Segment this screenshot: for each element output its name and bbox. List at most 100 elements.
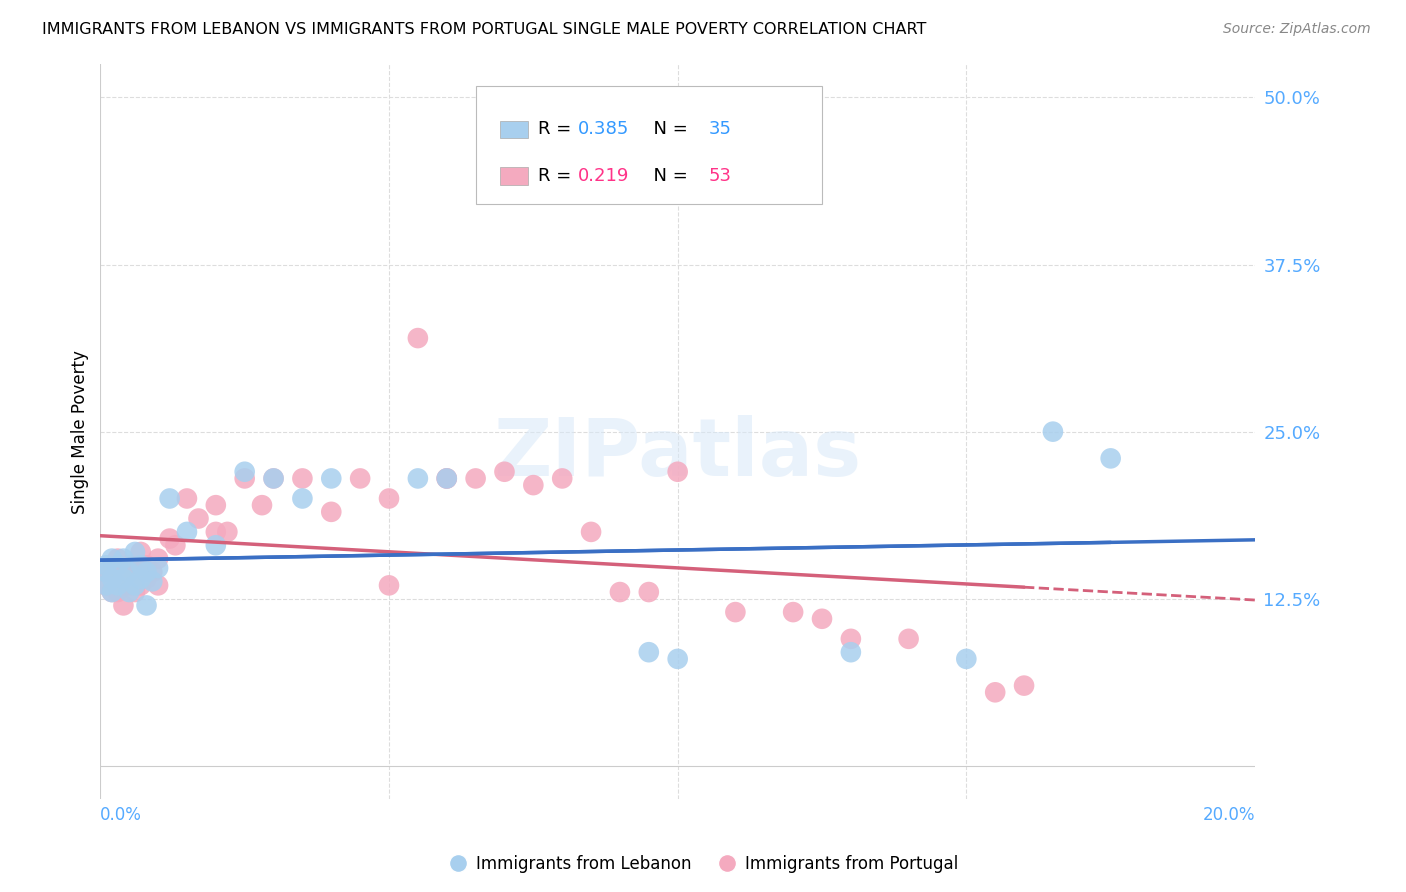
Point <box>94 558 117 573</box>
Point <box>579 524 602 539</box>
Point <box>146 551 169 566</box>
Point <box>107 585 129 599</box>
Point <box>551 471 574 485</box>
Point <box>378 578 401 592</box>
Point <box>146 578 169 592</box>
Point <box>101 572 124 586</box>
Point <box>118 565 141 579</box>
Text: 0.219: 0.219 <box>578 167 630 185</box>
Point <box>107 578 129 592</box>
Point <box>321 505 343 519</box>
Legend: Immigrants from Lebanon, Immigrants from Portugal: Immigrants from Lebanon, Immigrants from… <box>441 848 965 880</box>
Point <box>107 558 129 573</box>
Point <box>94 565 117 579</box>
Text: N =: N = <box>643 120 693 138</box>
Point <box>204 538 226 552</box>
Point <box>955 652 977 666</box>
Text: 0.0%: 0.0% <box>100 805 142 824</box>
Point <box>129 578 152 592</box>
Y-axis label: Single Male Poverty: Single Male Poverty <box>72 350 89 514</box>
Point <box>129 545 152 559</box>
Text: R =: R = <box>538 167 576 185</box>
Point <box>839 645 862 659</box>
Text: 0.385: 0.385 <box>578 120 630 138</box>
Point <box>124 565 146 579</box>
Point <box>141 574 163 589</box>
Point <box>124 585 146 599</box>
Text: R =: R = <box>538 120 576 138</box>
Point <box>378 491 401 506</box>
Point <box>204 524 226 539</box>
Point <box>204 498 226 512</box>
Point <box>124 545 146 559</box>
Point <box>233 471 256 485</box>
Point <box>637 645 659 659</box>
Point <box>176 524 198 539</box>
Text: ZIPatlas: ZIPatlas <box>494 415 862 492</box>
Point <box>107 551 129 566</box>
Point <box>233 465 256 479</box>
Point <box>406 471 429 485</box>
Point <box>176 491 198 506</box>
Point <box>94 578 117 592</box>
Point <box>436 471 458 485</box>
Point <box>436 471 458 485</box>
Point <box>263 471 285 485</box>
Point <box>1099 451 1122 466</box>
Point <box>217 524 239 539</box>
Point <box>107 572 129 586</box>
Point <box>135 599 157 613</box>
Point <box>263 471 285 485</box>
Text: 35: 35 <box>709 120 733 138</box>
Point <box>112 551 135 566</box>
Point <box>666 465 689 479</box>
Point <box>118 558 141 573</box>
Point <box>291 471 314 485</box>
Point <box>291 491 314 506</box>
Text: N =: N = <box>643 167 693 185</box>
Point <box>112 572 135 586</box>
Point <box>135 565 157 579</box>
Point <box>101 585 124 599</box>
Point <box>436 471 458 485</box>
FancyBboxPatch shape <box>501 120 527 138</box>
Point <box>129 558 152 573</box>
Point <box>494 465 516 479</box>
Point <box>135 572 157 586</box>
Text: 20.0%: 20.0% <box>1202 805 1256 824</box>
Point <box>118 585 141 599</box>
Point <box>637 585 659 599</box>
Point <box>101 585 124 599</box>
FancyBboxPatch shape <box>501 167 527 185</box>
Point <box>724 605 747 619</box>
Point <box>146 561 169 575</box>
Point <box>101 551 124 566</box>
Point <box>129 572 152 586</box>
Text: IMMIGRANTS FROM LEBANON VS IMMIGRANTS FROM PORTUGAL SINGLE MALE POVERTY CORRELAT: IMMIGRANTS FROM LEBANON VS IMMIGRANTS FR… <box>42 22 927 37</box>
Point <box>118 578 141 592</box>
Point <box>1012 679 1035 693</box>
Point <box>159 491 181 506</box>
Point <box>349 471 371 485</box>
Point <box>321 471 343 485</box>
Point <box>897 632 920 646</box>
Point <box>984 685 1007 699</box>
Point <box>811 612 834 626</box>
Point <box>94 565 117 579</box>
Point <box>187 511 209 525</box>
Point <box>135 558 157 573</box>
Point <box>782 605 804 619</box>
Point <box>609 585 631 599</box>
Point <box>141 565 163 579</box>
Point <box>124 578 146 592</box>
Point <box>94 578 117 592</box>
Point <box>165 538 187 552</box>
Point <box>839 632 862 646</box>
Point <box>666 652 689 666</box>
Point <box>112 578 135 592</box>
FancyBboxPatch shape <box>475 87 823 203</box>
Point <box>159 532 181 546</box>
Text: 53: 53 <box>709 167 733 185</box>
Point <box>522 478 544 492</box>
Point <box>464 471 486 485</box>
